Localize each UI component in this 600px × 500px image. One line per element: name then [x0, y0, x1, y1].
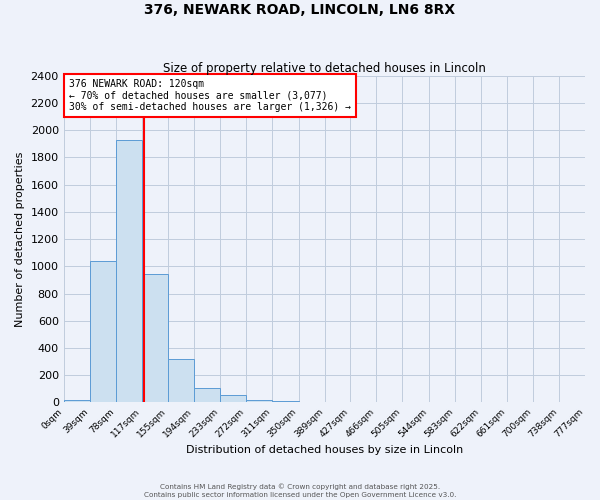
Bar: [90, 261, 116, 402]
Text: 376, NEWARK ROAD, LINCOLN, LN6 8RX: 376, NEWARK ROAD, LINCOLN, LN6 8RX: [145, 2, 455, 16]
Bar: [64, 400, 90, 402]
Bar: [194, 388, 220, 402]
Bar: [220, 395, 246, 402]
Text: 376 NEWARK ROAD: 120sqm
← 70% of detached houses are smaller (3,077)
30% of semi: 376 NEWARK ROAD: 120sqm ← 70% of detache…: [69, 79, 351, 112]
Bar: [142, 274, 167, 402]
Bar: [246, 400, 272, 402]
Bar: [272, 401, 299, 402]
Y-axis label: Number of detached properties: Number of detached properties: [15, 152, 25, 327]
Title: Size of property relative to detached houses in Lincoln: Size of property relative to detached ho…: [163, 62, 486, 74]
Bar: [167, 359, 194, 403]
Text: Contains HM Land Registry data © Crown copyright and database right 2025.
Contai: Contains HM Land Registry data © Crown c…: [144, 484, 456, 498]
Bar: [116, 140, 142, 402]
X-axis label: Distribution of detached houses by size in Lincoln: Distribution of detached houses by size …: [186, 445, 463, 455]
